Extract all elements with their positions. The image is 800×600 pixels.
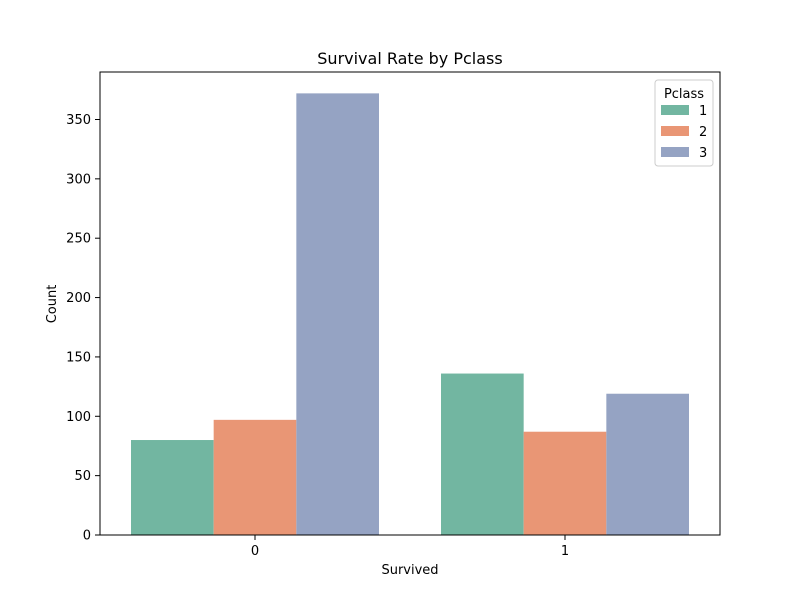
chart-title: Survival Rate by Pclass <box>317 49 502 68</box>
y-tick-label: 250 <box>66 232 91 247</box>
bar-pclass-3-survived-1 <box>606 393 689 535</box>
bar-pclass-1-survived-0 <box>131 440 214 535</box>
legend-frame <box>654 79 714 167</box>
legend-title: Pclass <box>664 87 704 102</box>
y-tick-label: 100 <box>66 410 91 425</box>
legend-swatch-2 <box>661 126 689 136</box>
bar-pclass-3-survived-0 <box>296 93 379 535</box>
y-axis-label: Count <box>45 285 60 324</box>
bar-pclass-1-survived-1 <box>441 373 524 535</box>
y-tick-label: 150 <box>66 350 91 365</box>
legend-label-2: 2 <box>699 125 707 140</box>
x-axis-label: Survived <box>381 563 438 578</box>
legend: Pclass 1 2 3 <box>654 79 714 167</box>
legend-swatch-3 <box>661 147 689 157</box>
plot-area: 0 50 100 150 200 250 300 350 0 1 <box>66 71 721 559</box>
y-tick-label: 0 <box>83 529 91 544</box>
y-tick-label: 200 <box>66 291 91 306</box>
x-tick-label: 0 <box>251 544 259 559</box>
legend-swatch-1 <box>661 105 689 115</box>
y-tick-label: 350 <box>66 113 91 128</box>
legend-label-1: 1 <box>699 104 707 119</box>
plot-frame <box>99 71 721 536</box>
bar-pclass-2-survived-0 <box>213 419 297 535</box>
bar-pclass-2-survived-1 <box>523 431 607 535</box>
y-tick-label: 300 <box>66 172 91 187</box>
legend-label-3: 3 <box>699 146 707 161</box>
x-tick-label: 1 <box>561 544 569 559</box>
y-tick-label: 50 <box>74 469 91 484</box>
